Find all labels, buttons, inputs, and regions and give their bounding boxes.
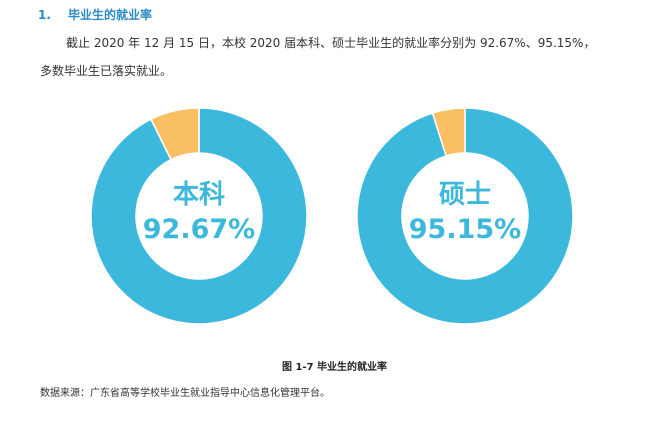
donut-center-name: 硕士 (438, 180, 491, 210)
paragraph-line-1: 截止 2020 年 12 月 15 日，本校 2020 届本科、硕士毕业生的就业… (66, 36, 596, 50)
data-source-note: 数据来源：广东省高等学校毕业生就业指导中心信息化管理平台。 (40, 388, 330, 399)
donut-slice-remaining (431, 107, 466, 157)
donut-slice-remaining (149, 107, 200, 161)
donut-center-value: 95.15% (408, 214, 522, 245)
section-heading: 1. 毕业生的就业率 (38, 6, 152, 23)
donut-center-name: 本科 (172, 180, 225, 210)
donut-svg-undergraduate (90, 107, 308, 325)
figure-caption: 图 1-7 毕业生的就业率 (281, 362, 388, 373)
donut-svg-master (356, 107, 574, 325)
donut-chart-master: 硕士 95.15% (355, 100, 575, 332)
donut-chart-undergraduate: 本科 92.67% (89, 100, 309, 332)
paragraph-line-2: 多数毕业生已落实就业。 (40, 64, 173, 78)
donut-center-value: 92.67% (142, 214, 256, 245)
section-number: 1. (38, 8, 51, 22)
donut-slice-employed (90, 107, 308, 325)
donut-slice-employed (356, 107, 574, 325)
section-title: 毕业生的就业率 (68, 8, 153, 22)
